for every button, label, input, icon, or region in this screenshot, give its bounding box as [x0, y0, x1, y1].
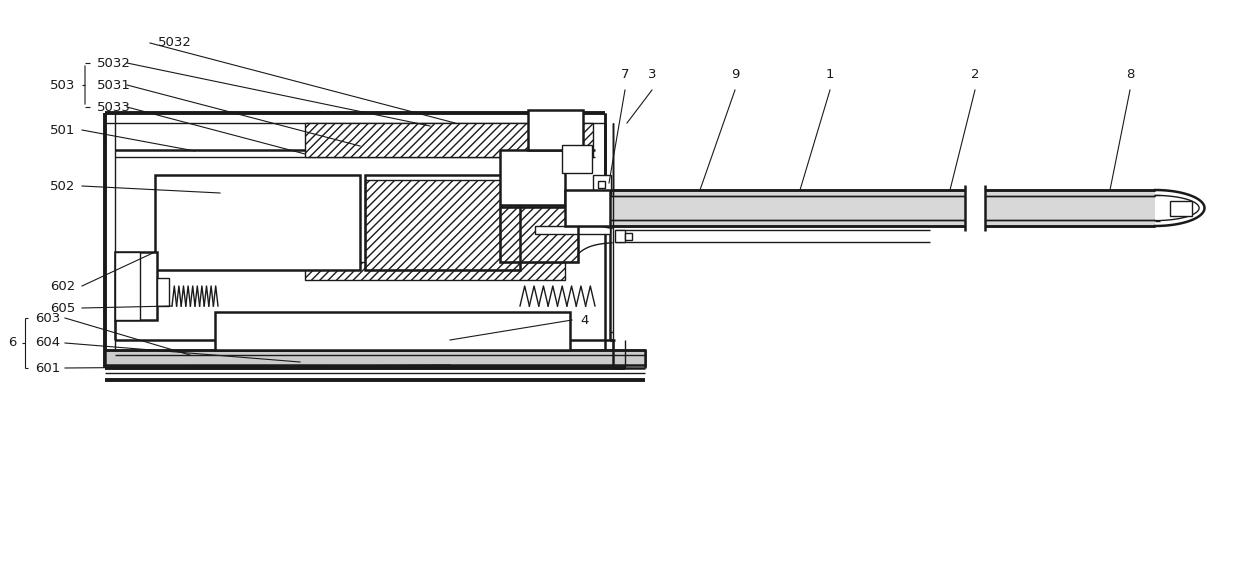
- Bar: [500, 207, 578, 262]
- Bar: [500, 150, 565, 205]
- Bar: [305, 123, 593, 157]
- Text: 9: 9: [730, 68, 739, 81]
- Bar: [155, 175, 360, 270]
- Bar: [115, 252, 140, 320]
- Text: 501: 501: [50, 124, 76, 136]
- Bar: [593, 175, 611, 195]
- Text: 5032: 5032: [157, 35, 192, 49]
- Bar: [365, 180, 520, 270]
- Bar: [105, 350, 645, 365]
- Bar: [215, 312, 570, 350]
- Bar: [565, 190, 610, 226]
- Bar: [528, 110, 583, 150]
- Bar: [985, 190, 1154, 226]
- Bar: [615, 230, 625, 242]
- Bar: [305, 262, 565, 280]
- Text: 602: 602: [50, 280, 76, 292]
- Text: 605: 605: [50, 302, 76, 314]
- Text: 603: 603: [35, 312, 61, 324]
- Text: 503: 503: [50, 79, 76, 91]
- Bar: [625, 233, 632, 240]
- Bar: [157, 278, 169, 306]
- Bar: [534, 226, 610, 234]
- Bar: [562, 145, 591, 173]
- Text: 601: 601: [35, 361, 61, 375]
- Text: 5031: 5031: [97, 79, 131, 91]
- Text: 1: 1: [826, 68, 835, 81]
- Bar: [610, 190, 965, 226]
- Text: 5033: 5033: [97, 101, 131, 113]
- Bar: [500, 207, 578, 262]
- Text: 8: 8: [1126, 68, 1135, 81]
- Bar: [1171, 201, 1192, 216]
- Text: 3: 3: [647, 68, 656, 81]
- Text: 6: 6: [7, 336, 16, 350]
- Bar: [598, 181, 605, 188]
- Text: 2: 2: [971, 68, 980, 81]
- Text: 7: 7: [621, 68, 629, 81]
- Text: 502: 502: [50, 180, 76, 192]
- Text: 5032: 5032: [97, 57, 131, 69]
- Text: 4: 4: [580, 313, 588, 327]
- Text: 604: 604: [35, 336, 60, 350]
- Bar: [115, 252, 157, 320]
- Bar: [365, 175, 520, 270]
